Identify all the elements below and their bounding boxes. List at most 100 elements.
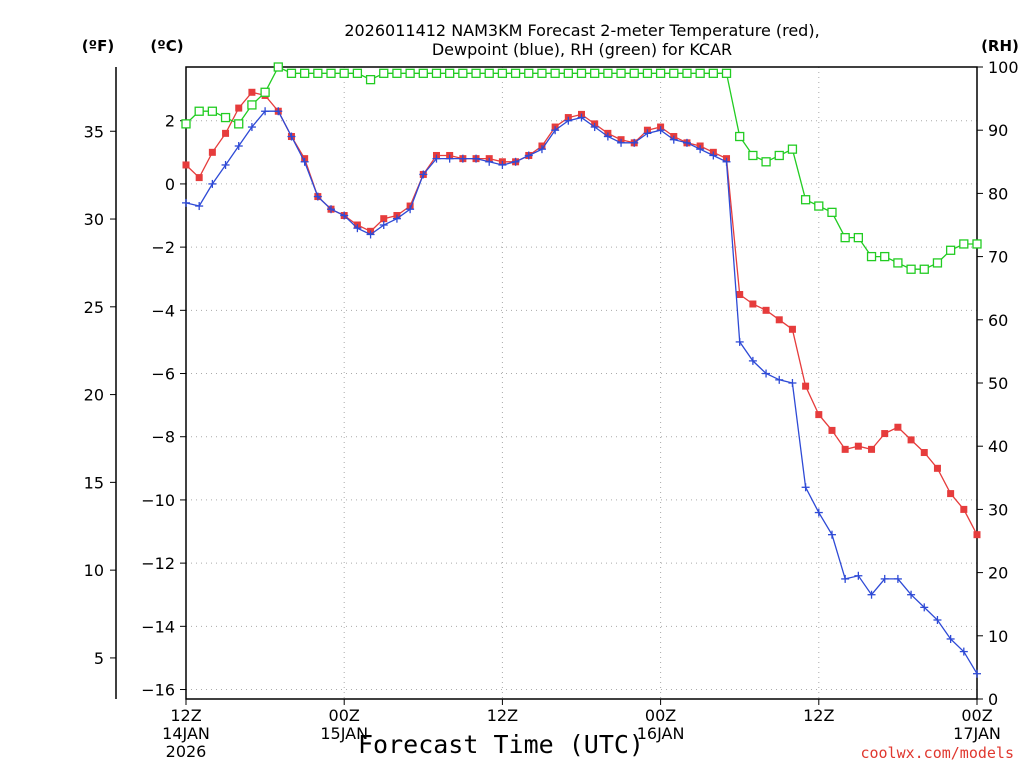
temperature-point <box>868 445 876 453</box>
dewpoint-point <box>630 138 639 147</box>
rh-point <box>418 68 428 78</box>
dewpoint-point <box>327 205 336 214</box>
celsius-tick-label: −4 <box>151 301 175 320</box>
rh-point <box>392 68 402 78</box>
rh-point <box>893 258 903 268</box>
rh-point <box>524 68 534 78</box>
temperature-point <box>802 382 810 390</box>
dewpoint-point <box>959 647 968 656</box>
rh-point <box>510 68 521 78</box>
dewpoint-point <box>748 356 757 365</box>
dewpoint-point <box>722 157 731 166</box>
rh-point <box>339 68 349 78</box>
rh-tick-label: 0 <box>988 690 998 709</box>
temperature-point <box>195 174 203 182</box>
temperature-point <box>828 426 836 434</box>
rh-point <box>537 68 547 78</box>
series-layer <box>181 62 982 678</box>
celsius-tick-label: 2 <box>165 112 175 131</box>
dewpoint-point <box>313 192 322 201</box>
rh-point <box>286 68 297 78</box>
rh-point <box>853 232 863 243</box>
rh-point <box>234 119 244 129</box>
dewpoint-point <box>880 574 889 583</box>
dewpoint-point <box>762 369 771 378</box>
rh-point <box>866 251 877 262</box>
rh-point <box>695 68 705 78</box>
rh-point <box>260 87 270 97</box>
rh-point <box>748 150 758 161</box>
rh-point <box>550 68 560 78</box>
dewpoint-point <box>340 211 349 220</box>
dewpoint-point <box>379 221 388 229</box>
fahrenheit-tick-label: 35 <box>84 122 104 141</box>
dewpoint-point <box>287 132 296 141</box>
rh-point <box>682 68 692 78</box>
dewpoint-point <box>524 151 533 160</box>
chart-title: 2026011412 NAM3KM Forecast 2-meter Tempe… <box>344 21 819 40</box>
rh-point <box>880 251 890 262</box>
dewpoint-point <box>603 132 612 141</box>
dewpoint-point <box>854 571 863 580</box>
dewpoint-point <box>353 224 362 233</box>
dewpoint-line <box>185 110 978 675</box>
fahrenheit-tick-label: 10 <box>84 561 104 580</box>
rh-point <box>669 68 679 78</box>
temperature-point <box>736 291 744 299</box>
dewpoint-point <box>234 142 243 150</box>
dewpoint-point <box>300 157 309 166</box>
dewpoint-point <box>867 590 876 599</box>
temperature-point <box>894 423 902 431</box>
dewpoint-point <box>946 634 955 643</box>
rh-point <box>207 106 218 116</box>
rh-point <box>919 264 929 274</box>
rh-point <box>379 68 389 78</box>
dewpoint-point <box>195 202 204 211</box>
x-tick-label: 00Z <box>645 706 676 725</box>
dewpoint-point <box>893 574 902 583</box>
rh-tick-label: 90 <box>988 121 1008 140</box>
fahrenheit-tick-label: 30 <box>84 210 104 229</box>
fahrenheit-tick-label: 15 <box>84 473 104 492</box>
dewpoint-point <box>907 590 916 599</box>
rh-point <box>708 68 718 78</box>
dewpoint-point <box>682 138 691 147</box>
dewpoint-point <box>392 214 401 223</box>
x-tick-label: 2026 <box>166 742 207 761</box>
dewpoint-point <box>537 145 546 154</box>
celsius-tick-label: −12 <box>141 554 175 573</box>
rh-point <box>840 232 850 243</box>
dewpoint-point <box>445 154 454 163</box>
dewpoint-point <box>577 113 586 122</box>
x-tick-label: 12Z <box>170 706 201 725</box>
dewpoint-point <box>485 157 494 166</box>
rh-point <box>774 150 784 161</box>
rh-point <box>299 68 310 78</box>
rh-point <box>181 119 191 129</box>
fahrenheit-unit-label: (ºF) <box>82 37 114 55</box>
rh-tick-label: 60 <box>988 311 1008 330</box>
rh-point <box>603 68 613 78</box>
dewpoint-point <box>419 170 428 179</box>
dewpoint-point <box>261 107 270 116</box>
celsius-tick-label: 0 <box>165 175 175 194</box>
rh-point <box>787 144 798 154</box>
dewpoint-point <box>814 508 823 517</box>
dewpoint-point <box>696 145 705 154</box>
dewpoint-point <box>432 154 441 163</box>
rh-point <box>972 239 982 249</box>
fahrenheit-tick-label: 5 <box>94 649 104 668</box>
dewpoint-point <box>617 138 626 147</box>
rh-point <box>959 239 969 249</box>
rh-point <box>313 68 323 78</box>
rh-point <box>761 157 771 167</box>
dewpoint-point <box>788 379 797 387</box>
rh-point <box>735 131 745 142</box>
temperature-point <box>947 490 955 498</box>
x-axis-title: Forecast Time (UTC) <box>358 730 644 759</box>
temperature-point <box>235 104 243 112</box>
rh-point <box>471 68 481 78</box>
temperature-point <box>854 442 862 450</box>
rh-tick-label: 10 <box>988 627 1008 646</box>
temperature-point <box>208 148 216 156</box>
